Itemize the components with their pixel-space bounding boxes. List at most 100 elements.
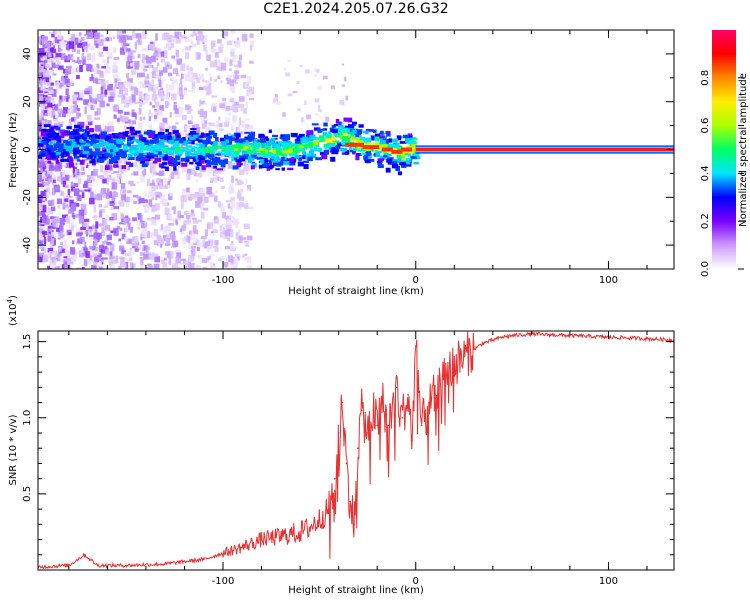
spectrogram-ridge-cell — [138, 134, 143, 138]
spectrogram-ridge-cell — [331, 125, 336, 130]
spectrogram-noise-cell — [111, 182, 118, 190]
spectrogram-noise-cell — [48, 200, 53, 206]
spectrogram-noise-cell — [158, 79, 162, 88]
spectrogram-noise-cell — [220, 62, 227, 71]
spectrogram-ridge-cell — [298, 156, 302, 162]
spectrogram-ridge-cell — [298, 133, 305, 138]
spectrogram-ridge-cell — [274, 148, 281, 151]
spectrogram-noise-cell — [100, 86, 104, 95]
spectrogram-ridge-cell — [357, 140, 363, 145]
spectrogram-noise-cell — [179, 215, 184, 218]
spectrogram-ridge-cell — [216, 168, 224, 171]
spectrogram-noise-cell — [219, 43, 224, 48]
spectrogram-noise-cell — [68, 80, 74, 83]
spectrogram-noise-cell — [196, 39, 200, 45]
spectrogram-ridge-cell — [127, 153, 133, 159]
spectrogram-ridge-cell — [275, 158, 281, 161]
spectrogram-noise-cell — [174, 108, 179, 114]
spectrogram-ridge-cell — [364, 131, 369, 135]
spectrogram-noise-cell — [163, 257, 167, 261]
spectrogram-ridge-cell — [89, 160, 96, 164]
spectrogram-noise-cell — [119, 227, 123, 231]
snr-data-point — [360, 409, 363, 411]
spectrogram-noise-cell — [171, 133, 174, 137]
spectrogram-noise-cell — [175, 73, 179, 77]
spectrogram-ridge-cell — [162, 150, 167, 154]
spectrogram-ridge-cell — [147, 152, 154, 157]
spectrogram-noise-cell — [126, 35, 133, 41]
spectrogram-noise-cell — [190, 68, 193, 72]
spectrogram-noise-cell — [75, 251, 79, 256]
spectrogram-noise-cell — [69, 189, 73, 194]
spectrogram-noise-cell — [171, 218, 178, 223]
spectrogram-ridge-cell — [108, 159, 114, 164]
spectrogram-noise-cell — [156, 109, 160, 116]
spectrogram-noise-cell — [230, 247, 236, 252]
spectrogram-noise-cell — [245, 101, 249, 109]
spectrogram-ridge-cell — [185, 158, 189, 163]
spectrogram-noise-cell — [163, 227, 168, 235]
spectrogram-ridge-cell — [271, 144, 276, 148]
spectrogram-ridge-cell — [193, 134, 198, 139]
spectrogram-ridge-cell — [195, 166, 200, 171]
spectrogram-noise-cell — [156, 234, 162, 242]
spectrogram-y-tick-label: 0 — [22, 146, 33, 152]
spectrogram-noise-cell — [86, 165, 89, 169]
spectrogram-ridge-cell — [97, 138, 102, 141]
spectrogram-ridge-cell — [313, 137, 321, 140]
spectrogram-noise-cell — [62, 203, 69, 208]
spectrogram-noise-cell — [71, 33, 75, 42]
spectrogram-noise-cell — [186, 187, 190, 193]
spectrogram-ridge-cell — [134, 149, 141, 154]
spectrogram-ridge-cell — [192, 156, 197, 162]
spectrogram-noise-cell — [220, 177, 224, 182]
spectrogram-ridge-cell — [357, 134, 361, 138]
spectrogram-noise-cell — [48, 165, 55, 171]
spectrogram-noise-cell — [154, 214, 161, 220]
spectrogram-noise-cell — [96, 264, 99, 267]
spectrogram-noise-cell — [101, 241, 105, 248]
spectrogram-ridge-cell — [334, 146, 341, 150]
spectrogram-ridge-cell — [47, 145, 51, 151]
spectrogram-ridge-cell — [105, 143, 112, 146]
spectrogram-ridge-cell — [279, 150, 286, 154]
spectrogram-ridge-cell — [41, 129, 47, 132]
spectrogram-ridge-cell — [201, 165, 206, 170]
spectrogram-noise-cell — [341, 63, 345, 66]
spectrogram-noise-cell — [155, 33, 158, 41]
spectrogram-noise-cell — [207, 256, 211, 260]
spectrogram-noise-cell — [123, 217, 127, 226]
spectrogram-noise-cell — [91, 264, 97, 269]
spectrogram-noise-cell — [59, 241, 64, 246]
spectrogram-noise-cell — [113, 206, 120, 210]
spectrogram-noise-cell — [123, 257, 127, 260]
spectrogram-ridge-cell — [173, 165, 177, 171]
spectrogram-noise-cell — [287, 93, 293, 97]
spectrogram-noise-cell — [151, 55, 156, 63]
spectrogram-y-tick-label: 20 — [22, 95, 33, 108]
spectrogram-noise-cell — [63, 76, 68, 79]
spectrogram-ridge-cell — [186, 151, 191, 155]
spectrogram-noise-cell — [56, 61, 61, 67]
spectrogram-noise-cell — [124, 56, 129, 60]
spectrogram-noise-cell — [39, 174, 42, 181]
spectrogram-noise-cell — [235, 223, 238, 229]
spectrogram-ridge-cell — [255, 148, 262, 151]
spectrogram-noise-cell — [53, 167, 56, 170]
spectrogram-noise-cell — [71, 117, 76, 122]
spectrogram-noise-cell — [41, 120, 46, 125]
spectrogram-noise-cell — [138, 107, 142, 115]
spectrogram-noise-cell — [126, 238, 132, 244]
spectrogram-noise-cell — [339, 100, 345, 105]
spectrogram-noise-cell — [68, 122, 71, 126]
spectrogram-ridge-cell — [241, 150, 248, 155]
spectrogram-noise-cell — [68, 232, 72, 235]
spectrogram-noise-cell — [79, 236, 85, 243]
spectrogram-noise-cell — [141, 53, 145, 60]
spectrogram-noise-cell — [81, 266, 85, 269]
spectrogram-noise-cell — [114, 80, 117, 88]
spectrogram-noise-cell — [242, 254, 245, 258]
spectrogram-ridge-cell — [404, 160, 412, 163]
spectrogram-ridge-cell — [181, 148, 187, 153]
